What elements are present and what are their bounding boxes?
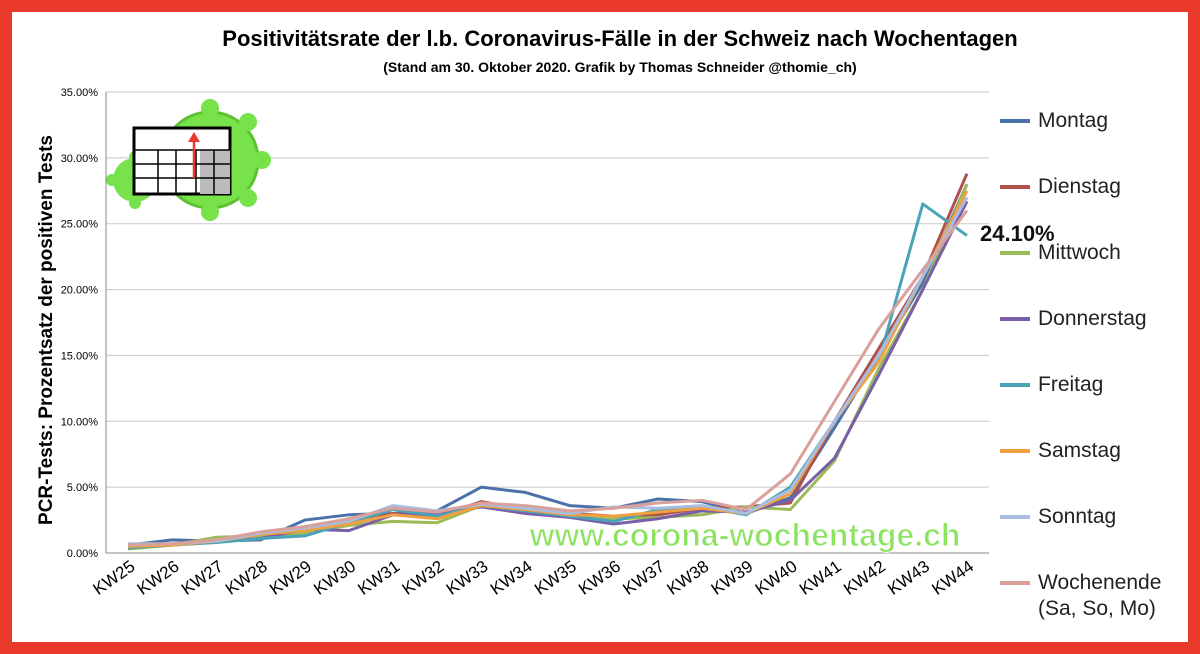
legend-swatch (1000, 383, 1030, 387)
legend-swatch (1000, 449, 1030, 453)
y-axis-label: PCR-Tests: Prozentsatz der positiven Tes… (36, 135, 57, 525)
legend-label: Montag (1038, 109, 1109, 132)
virus-icon (106, 99, 271, 221)
x-tick-label: KW31 (354, 557, 403, 599)
legend-swatch (1000, 515, 1030, 519)
legend-item: Dienstag (1000, 174, 1190, 200)
legend-label: Wochenende (Sa, So, Mo) (1038, 571, 1162, 620)
watermark: www.corona-wochentage.ch (529, 517, 961, 553)
y-tick-label: 20.00% (61, 285, 99, 297)
legend-swatch (1000, 185, 1030, 189)
x-tick-label: KW41 (796, 557, 845, 599)
x-tick-label: KW30 (310, 557, 359, 599)
legend-label: Freitag (1038, 373, 1104, 396)
series-line (128, 173, 969, 548)
legend-swatch (1000, 119, 1030, 123)
x-tick-label: KW37 (619, 557, 668, 599)
series-line (128, 209, 969, 547)
x-tick-label: KW34 (487, 557, 536, 599)
x-tick-label: KW26 (134, 557, 183, 599)
legend-label: Mittwoch (1038, 241, 1121, 264)
x-tick-label: KW25 (90, 557, 139, 599)
x-tick-label: KW40 (752, 557, 801, 599)
legend-swatch (1000, 251, 1030, 255)
y-tick-label: 10.00% (61, 416, 99, 428)
x-tick-label: KW32 (399, 557, 448, 599)
series-line (128, 196, 969, 546)
x-tick-label: KW38 (663, 557, 712, 599)
y-tick-label: 0.00% (67, 548, 98, 560)
legend-label: Donnerstag (1038, 307, 1147, 330)
x-tick-label: KW39 (708, 557, 757, 599)
y-tick-label: 25.00% (61, 219, 99, 231)
x-tick-label: KW27 (178, 557, 227, 599)
x-tick-label: KW35 (531, 557, 580, 599)
legend-item: Sonntag (1000, 504, 1190, 530)
series-line (127, 200, 969, 550)
x-tick-label: KW42 (840, 557, 889, 599)
legend-swatch (1000, 581, 1030, 585)
legend-label: Sonntag (1038, 505, 1117, 528)
x-tick-label: KW28 (222, 557, 271, 599)
x-tick-label: KW44 (928, 557, 977, 599)
series-line (127, 183, 969, 547)
legend-label: Samstag (1038, 439, 1121, 462)
x-tick-label: KW33 (443, 557, 492, 599)
y-tick-label: 30.00% (61, 153, 99, 165)
y-tick-label: 35.00% (61, 87, 99, 99)
y-tick-label: 15.00% (61, 350, 99, 362)
x-tick-label: KW43 (884, 557, 933, 599)
legend-item: Donnerstag (1000, 306, 1190, 332)
chart-subtitle: (Stand am 30. Oktober 2020. Grafik by Th… (383, 59, 856, 75)
legend-item: Wochenende (Sa, So, Mo) (1000, 570, 1190, 622)
annotation: 24.10% (980, 221, 1055, 246)
legend-label: Dienstag (1038, 175, 1121, 198)
x-tick-label: KW29 (266, 557, 315, 599)
legend-swatch (1000, 317, 1030, 321)
x-tick-label: KW36 (575, 557, 624, 599)
y-tick-label: 5.00% (67, 482, 98, 494)
series-line (127, 183, 969, 551)
series-line (128, 190, 969, 548)
legend-item: Samstag (1000, 438, 1190, 464)
legend-item: Freitag (1000, 372, 1190, 398)
series-line (127, 202, 968, 550)
legend-item: Montag (1000, 108, 1190, 134)
chart-title: Positivitätsrate der l.b. Coronavirus-Fä… (222, 26, 1017, 51)
legend-item: Mittwoch (1000, 240, 1190, 266)
